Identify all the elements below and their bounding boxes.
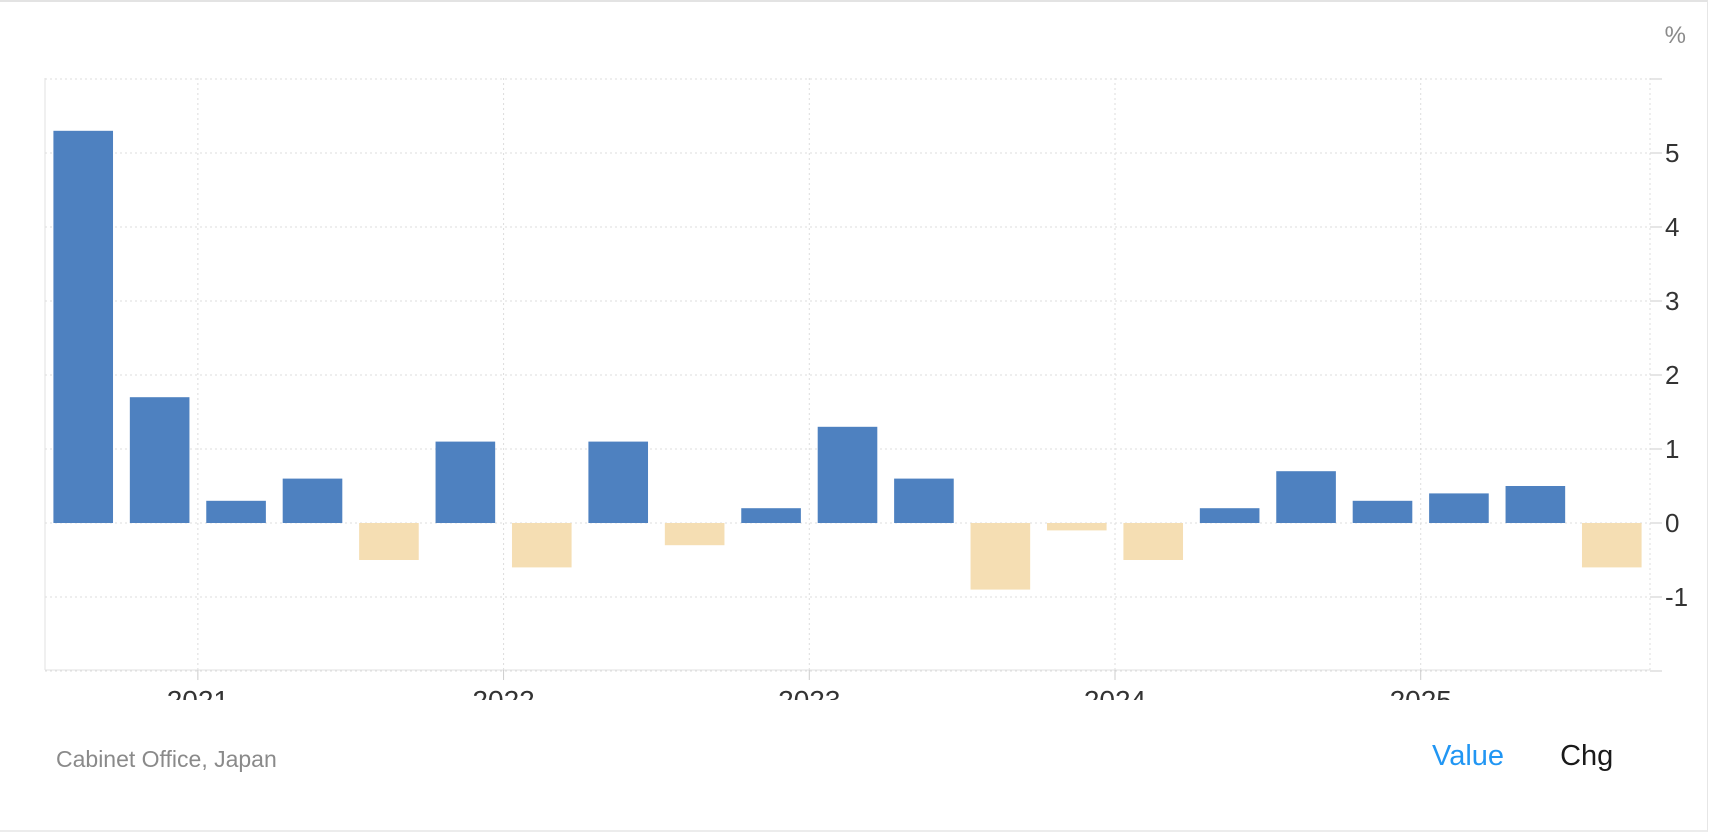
bar-2024-q3[interactable]	[1276, 471, 1336, 523]
bar-chart: -1 0 1 2 3 4 5 2021 2022 2023 2024 2025	[44, 78, 1688, 700]
bar-2021-q1[interactable]	[206, 500, 266, 523]
x-tick-label: 2025	[1390, 685, 1452, 700]
y-tick-label: -1	[1665, 582, 1688, 612]
bar-2022-q4[interactable]	[741, 508, 801, 523]
bar-2025-q3[interactable]	[1581, 523, 1642, 568]
bar-2022-q3[interactable]	[664, 523, 725, 546]
source-label: Cabinet Office, Japan	[56, 746, 277, 772]
x-tick-label: 2023	[778, 685, 840, 700]
bar-2020-q4[interactable]	[129, 397, 190, 523]
bar-2021-q4[interactable]	[435, 441, 496, 523]
bar-2022-q1[interactable]	[511, 523, 572, 568]
y-tick-label: 2	[1665, 360, 1679, 390]
value-toggle-button[interactable]: Value	[1432, 740, 1505, 772]
x-tick-label: 2022	[472, 685, 534, 700]
y-tick-label: 0	[1665, 508, 1679, 538]
bar-2023-q3[interactable]	[970, 523, 1031, 590]
bar-2021-q3[interactable]	[359, 523, 419, 560]
y-tick-label: 3	[1665, 286, 1679, 316]
bar-2020-q3[interactable]	[53, 130, 114, 524]
y-tick-label: 5	[1665, 138, 1679, 168]
bar-2024-q1[interactable]	[1123, 523, 1184, 560]
view-toggle-group: Value Chg	[1432, 740, 1613, 773]
bar-2023-q1[interactable]	[817, 426, 878, 523]
bar-2025-q2[interactable]	[1505, 486, 1566, 523]
unit-label: %	[1664, 22, 1686, 49]
bar-2023-q4[interactable]	[1046, 523, 1107, 531]
x-tick-label: 2024	[1084, 685, 1146, 700]
bar-2023-q2[interactable]	[894, 478, 954, 523]
bar-2024-q2[interactable]	[1199, 508, 1260, 523]
chg-toggle-button[interactable]: Chg	[1560, 740, 1614, 772]
bar-2024-q4[interactable]	[1352, 500, 1413, 523]
bar-2025-q1[interactable]	[1429, 493, 1489, 523]
y-tick-label: 4	[1665, 212, 1679, 242]
bar-2022-q2[interactable]	[588, 441, 649, 523]
bar-2021-q2[interactable]	[282, 478, 343, 523]
y-tick-label: 1	[1665, 434, 1679, 464]
x-tick-label: 2021	[167, 685, 229, 700]
